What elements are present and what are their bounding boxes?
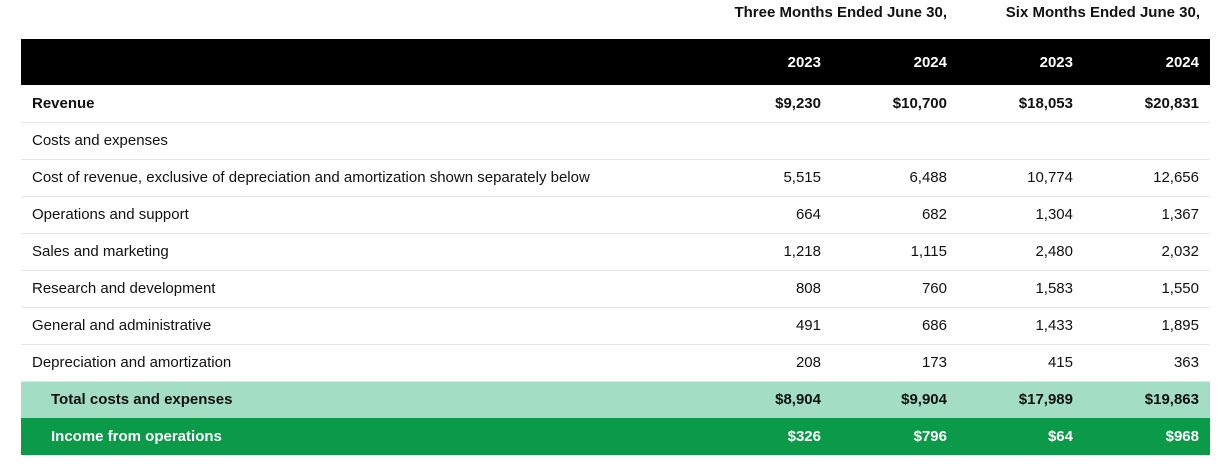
- row-costs-and-expenses: Costs and expenses: [21, 122, 1210, 159]
- row-label: Operations and support: [32, 206, 189, 223]
- row-value: $8,904: [775, 391, 821, 409]
- row-value: 1,550: [1161, 280, 1199, 297]
- pad-cell: [1199, 196, 1210, 233]
- row-value: 1,115: [910, 243, 947, 260]
- year-header-row: 2023 2024 2023 2024: [21, 39, 1210, 85]
- row-label: Costs and expenses: [32, 132, 168, 149]
- year-header: 2024: [913, 53, 947, 71]
- row-value: 1,304: [1035, 206, 1073, 223]
- row-label: Revenue: [32, 94, 95, 112]
- row-value: $326: [787, 428, 821, 445]
- row-value: 491: [795, 317, 821, 334]
- pad-cell: [1199, 418, 1210, 455]
- row-cost-of-revenue: Cost of revenue, exclusive of depreciati…: [21, 159, 1210, 196]
- row-value: 686: [921, 317, 947, 334]
- row-value: $10,700: [892, 94, 947, 112]
- row-value: 1,583: [1035, 280, 1073, 297]
- row-value: 1,367: [1161, 206, 1199, 223]
- year-header: 2023: [787, 53, 821, 71]
- row-total-costs: Total costs and expenses $8,904 $9,904 $…: [21, 381, 1210, 418]
- row-label: General and administrative: [32, 317, 212, 334]
- row-research-and-development: Research and development 808 760 1,583 1…: [21, 270, 1210, 307]
- row-label: Income from operations: [51, 428, 222, 445]
- pad-cell: [1199, 159, 1210, 196]
- row-label: Depreciation and amortization: [32, 354, 232, 371]
- pad-cell: [1199, 381, 1210, 418]
- row-income-from-operations: Income from operations $326 $796 $64 $96…: [21, 418, 1210, 455]
- pad-cell: [1199, 233, 1210, 270]
- row-value: 664: [795, 206, 821, 223]
- header-label-cell: [21, 39, 695, 85]
- year-header: 2024: [1165, 53, 1199, 71]
- row-value: $20,831: [1144, 94, 1199, 112]
- row-value: [821, 122, 947, 159]
- row-value: $796: [913, 428, 947, 445]
- row-value: [695, 122, 821, 159]
- row-label: Research and development: [32, 280, 216, 297]
- row-value: 5,515: [783, 169, 821, 186]
- row-value: $9,904: [901, 391, 947, 409]
- row-value: 6,488: [909, 169, 947, 186]
- row-value: 1,433: [1035, 317, 1073, 334]
- row-label: Total costs and expenses: [51, 391, 233, 409]
- row-value: 2,480: [1035, 243, 1073, 260]
- year-header: 2023: [1039, 53, 1073, 71]
- row-value: $64: [1047, 428, 1073, 445]
- pad-cell: [1199, 122, 1210, 159]
- row-value: 173: [921, 354, 947, 371]
- row-value: [947, 122, 1073, 159]
- six-months-header: Six Months Ended June 30,: [1005, 4, 1200, 21]
- row-value: 760: [921, 280, 947, 297]
- pad-cell: [1199, 270, 1210, 307]
- row-depreciation-and-amortization: Depreciation and amortization 208 173 41…: [21, 344, 1210, 381]
- row-value: $17,989: [1018, 391, 1073, 409]
- row-value: 808: [795, 280, 821, 297]
- row-value: 10,774: [1027, 169, 1073, 186]
- row-value: $9,230: [775, 94, 821, 112]
- pad-cell: [1199, 85, 1210, 122]
- row-label: Sales and marketing: [32, 243, 169, 260]
- row-value: 2,032: [1161, 243, 1199, 260]
- row-value: $18,053: [1018, 94, 1073, 112]
- header-pad-cell: [1199, 39, 1210, 85]
- row-value: 208: [795, 354, 821, 371]
- row-value: 1,895: [1161, 317, 1199, 334]
- three-months-header: Three Months Ended June 30,: [734, 4, 947, 21]
- row-value: $19,863: [1144, 391, 1199, 409]
- row-value: 363: [1173, 354, 1199, 371]
- row-value: 415: [1047, 354, 1073, 371]
- row-value: 12,656: [1153, 169, 1199, 186]
- row-value: 682: [921, 206, 947, 223]
- pad-cell: [1199, 344, 1210, 381]
- row-revenue: Revenue $9,230 $10,700 $18,053 $20,831: [21, 85, 1210, 122]
- row-value: [1073, 122, 1199, 159]
- income-statement-table: 2023 2024 2023 2024 Revenue $9,230 $10,7…: [21, 39, 1210, 455]
- row-general-and-administrative: General and administrative 491 686 1,433…: [21, 307, 1210, 344]
- row-label: Cost of revenue, exclusive of depreciati…: [32, 169, 590, 186]
- row-operations-and-support: Operations and support 664 682 1,304 1,3…: [21, 196, 1210, 233]
- pad-cell: [1199, 307, 1210, 344]
- row-value: $968: [1165, 428, 1199, 445]
- row-sales-and-marketing: Sales and marketing 1,218 1,115 2,480 2,…: [21, 233, 1210, 270]
- row-value: 1,218: [783, 243, 821, 260]
